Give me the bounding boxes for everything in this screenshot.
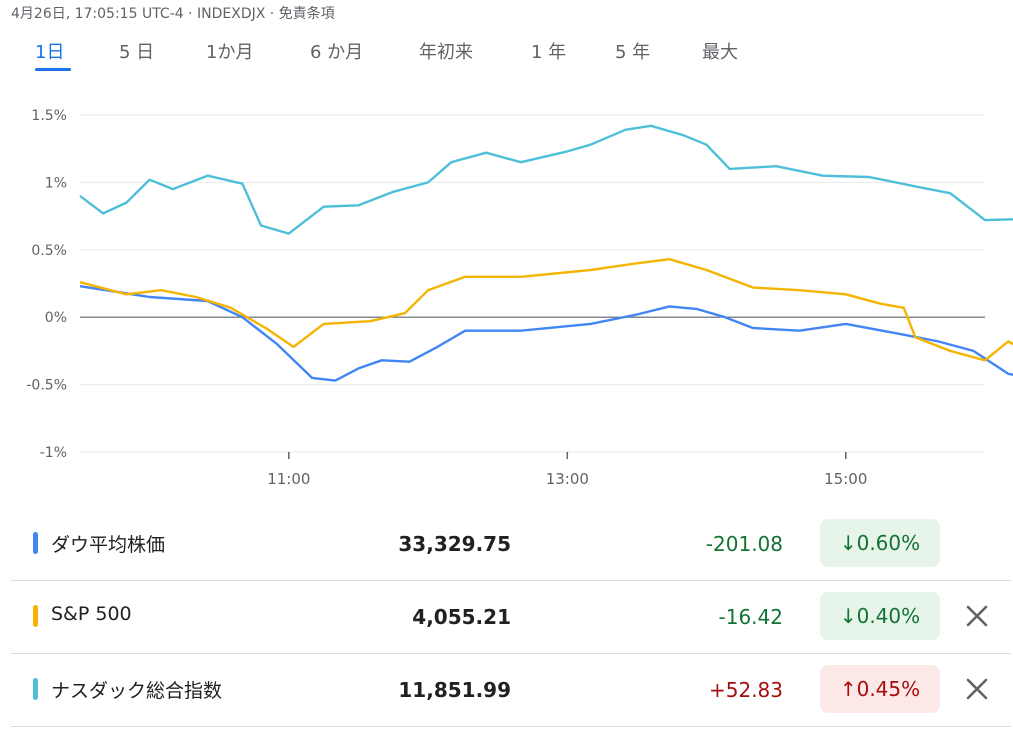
- index-change: -16.42: [718, 605, 783, 629]
- index-name[interactable]: ナスダック総合指数: [51, 680, 223, 702]
- index-row-dow[interactable]: ダウ平均株価 33,329.75 -201.08 ↓0.60%: [11, 508, 1011, 581]
- x-tick-label: 13:00: [546, 470, 589, 488]
- range-tabs: 1日 5 日 1か月 6 か月 年初来 1 年 5 年 最大: [20, 38, 780, 74]
- index-chart[interactable]: 1.5% 1% 0.5% 0% -0.5% -1% 11:00 13:00 15:00: [0, 95, 1013, 495]
- y-tick-label: 1.5%: [31, 108, 67, 124]
- y-tick-label: 1%: [45, 175, 67, 191]
- y-tick-label: 0%: [45, 310, 67, 326]
- x-tick-label: 15:00: [824, 470, 867, 488]
- tab-5y[interactable]: 5 年: [615, 42, 651, 63]
- index-change: -201.08: [705, 532, 783, 556]
- series-swatch: [33, 532, 38, 554]
- series-line-1: [79, 258, 1013, 362]
- index-name[interactable]: ダウ平均株価: [51, 534, 166, 556]
- percent-badge: ↑0.45%: [820, 665, 940, 713]
- y-tick-label: -0.5%: [26, 378, 67, 394]
- tab-6m[interactable]: 6 か月: [310, 42, 364, 63]
- series-line-2: [79, 124, 1013, 235]
- close-icon[interactable]: [960, 599, 994, 633]
- index-value: 4,055.21: [412, 605, 511, 629]
- index-name[interactable]: S&P 500: [51, 603, 132, 625]
- tab-1d[interactable]: 1日: [35, 42, 65, 63]
- index-change: +52.83: [708, 678, 783, 702]
- y-tick-label: -1%: [40, 445, 67, 461]
- percent-badge: ↓0.60%: [820, 519, 940, 567]
- percent-badge: ↓0.40%: [820, 592, 940, 640]
- index-row-nasdaq[interactable]: ナスダック総合指数 11,851.99 +52.83 ↑0.45%: [11, 654, 1011, 727]
- x-tick-label: 11:00: [267, 470, 310, 488]
- active-tab-underline: [35, 68, 71, 71]
- series-swatch: [33, 678, 38, 700]
- tab-5d[interactable]: 5 日: [119, 42, 155, 63]
- quote-header: 4月26日, 17:05:15 UTC-4 · INDEXDJX · 免責条項: [11, 6, 335, 22]
- index-row-sp500[interactable]: S&P 500 4,055.21 -16.42 ↓0.40%: [11, 581, 1011, 654]
- tab-ytd[interactable]: 年初来: [419, 42, 473, 63]
- index-value: 11,851.99: [398, 678, 511, 702]
- series-swatch: [33, 605, 38, 627]
- tab-1m[interactable]: 1か月: [206, 42, 254, 63]
- close-icon[interactable]: [960, 672, 994, 706]
- tab-max[interactable]: 最大: [702, 42, 738, 63]
- index-value: 33,329.75: [398, 532, 511, 556]
- series-line-0: [79, 285, 1013, 382]
- tab-1y[interactable]: 1 年: [531, 42, 567, 63]
- y-tick-label: 0.5%: [31, 243, 67, 259]
